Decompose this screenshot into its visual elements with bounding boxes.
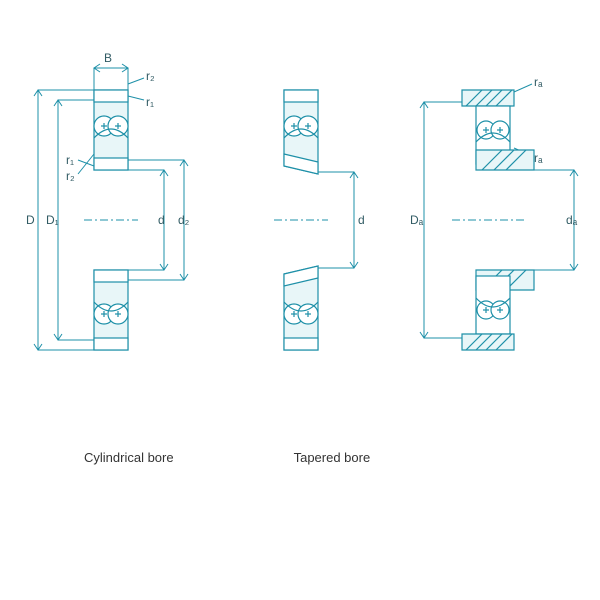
- caption-row: Cylindrical bore Tapered bore: [24, 450, 576, 465]
- label-D1: D₁: [46, 213, 59, 227]
- label-D: D: [26, 213, 35, 227]
- label-d: d: [158, 213, 165, 227]
- limits-diagram: Dₐ dₐ rₐ rₐ: [404, 30, 594, 390]
- cylindrical-bore-diagram: D D₁ B r₂ r₁ r₁ r₂ d d₂: [24, 30, 224, 390]
- label-ra-bottom: rₐ: [534, 151, 543, 165]
- label-ra-top: rₐ: [534, 75, 543, 89]
- panel-cylindrical: D D₁ B r₂ r₁ r₁ r₂ d d₂: [24, 30, 224, 410]
- label-da: dₐ: [566, 213, 578, 227]
- panel-tapered: d: [244, 30, 384, 410]
- label-r1-side: r₁: [66, 153, 74, 167]
- label-d-tapered: d: [358, 213, 365, 227]
- label-r2-top: r₂: [146, 69, 155, 83]
- label-r1-top: r₁: [146, 95, 154, 109]
- label-r2-side: r₂: [66, 169, 75, 183]
- panel-limits: Dₐ dₐ rₐ rₐ: [404, 30, 594, 410]
- tapered-bore-diagram: d: [244, 30, 384, 390]
- label-Da: Dₐ: [410, 213, 424, 227]
- label-B: B: [104, 51, 112, 65]
- caption-cylindrical: Cylindrical bore: [84, 450, 174, 465]
- label-d2: d₂: [178, 213, 190, 227]
- caption-tapered: Tapered bore: [294, 450, 371, 465]
